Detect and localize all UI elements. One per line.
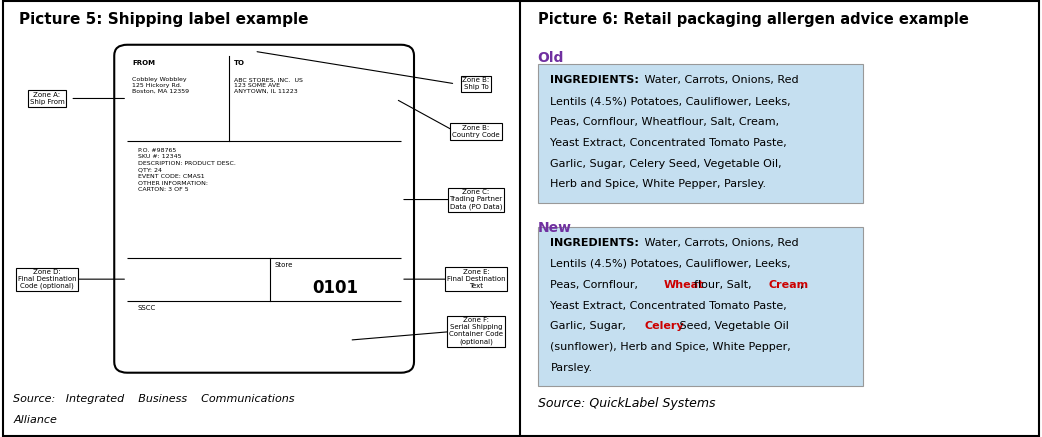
Text: Peas, Cornflour,: Peas, Cornflour, — [550, 280, 642, 290]
Text: Cream: Cream — [769, 280, 809, 290]
Text: TO: TO — [233, 60, 245, 66]
Text: Garlic, Sugar,: Garlic, Sugar, — [550, 322, 629, 331]
Text: ,: , — [799, 280, 802, 290]
Text: Water, Carrots, Onions, Red: Water, Carrots, Onions, Red — [641, 238, 798, 248]
Text: Zone E:
Final Destination
Text: Zone E: Final Destination Text — [447, 269, 505, 289]
Text: SSCC: SSCC — [138, 305, 155, 311]
Text: Lentils (4.5%) Potatoes, Cauliflower, Leeks,: Lentils (4.5%) Potatoes, Cauliflower, Le… — [550, 96, 791, 106]
Text: Store: Store — [275, 262, 293, 268]
Text: Lentils (4.5%) Potatoes, Cauliflower, Leeks,: Lentils (4.5%) Potatoes, Cauliflower, Le… — [550, 259, 791, 269]
FancyBboxPatch shape — [115, 45, 414, 373]
Text: Zone D:
Final Destination
Code (optional): Zone D: Final Destination Code (optional… — [18, 269, 76, 289]
Text: Garlic, Sugar, Celery Seed, Vegetable Oil,: Garlic, Sugar, Celery Seed, Vegetable Oi… — [550, 159, 783, 169]
Text: flour, Salt,: flour, Salt, — [694, 280, 754, 290]
Text: Source: QuickLabel Systems: Source: QuickLabel Systems — [538, 397, 715, 409]
Text: New: New — [538, 221, 572, 235]
Text: Zone F:
Serial Shipping
Container Code
(optional): Zone F: Serial Shipping Container Code (… — [449, 317, 503, 345]
Text: P.O. #98765
SKU #: 12345
DESCRIPTION: PRODUCT DESC.
QTY: 24
EVENT CODE: CMAS1
OT: P.O. #98765 SKU #: 12345 DESCRIPTION: PR… — [138, 148, 235, 192]
Text: FROM: FROM — [132, 60, 155, 66]
Text: INGREDIENTS:: INGREDIENTS: — [550, 75, 640, 85]
FancyBboxPatch shape — [538, 227, 863, 386]
Text: Zone A:
Ship From: Zone A: Ship From — [29, 92, 65, 105]
Text: Yeast Extract, Concentrated Tomato Paste,: Yeast Extract, Concentrated Tomato Paste… — [550, 138, 787, 148]
Text: ABC STORES, INC.  US
123 SOME AVE
ANYTOWN, IL 11223: ABC STORES, INC. US 123 SOME AVE ANYTOWN… — [233, 77, 302, 94]
Text: Yeast Extract, Concentrated Tomato Paste,: Yeast Extract, Concentrated Tomato Paste… — [550, 301, 787, 311]
Text: 0101: 0101 — [313, 279, 358, 297]
Text: Peas, Cornflour, Wheatflour, Salt, Cream,: Peas, Cornflour, Wheatflour, Salt, Cream… — [550, 117, 779, 127]
Text: Herb and Spice, White Pepper, Parsley.: Herb and Spice, White Pepper, Parsley. — [550, 180, 767, 189]
Text: Cobbley Wobbley
125 Hickory Rd.
Boston, MA 12359: Cobbley Wobbley 125 Hickory Rd. Boston, … — [132, 77, 190, 94]
Text: Alliance: Alliance — [14, 415, 57, 425]
Text: Picture 6: Retail packaging allergen advice example: Picture 6: Retail packaging allergen adv… — [538, 12, 968, 27]
FancyBboxPatch shape — [538, 64, 863, 203]
Text: Seed, Vegetable Oil: Seed, Vegetable Oil — [676, 322, 789, 331]
Text: Picture 5: Shipping label example: Picture 5: Shipping label example — [19, 12, 308, 27]
Text: Zone B:
Country Code: Zone B: Country Code — [452, 125, 500, 138]
Text: Parsley.: Parsley. — [550, 363, 593, 373]
Text: Old: Old — [538, 51, 564, 65]
Text: Water, Carrots, Onions, Red: Water, Carrots, Onions, Red — [641, 75, 798, 85]
Text: (sunflower), Herb and Spice, White Pepper,: (sunflower), Herb and Spice, White Peppe… — [550, 342, 791, 352]
Text: Zone C:
Trading Partner
Data (PO Data): Zone C: Trading Partner Data (PO Data) — [449, 189, 502, 210]
Text: Zone B:
Ship To: Zone B: Ship To — [463, 77, 490, 90]
Text: INGREDIENTS:: INGREDIENTS: — [550, 238, 640, 248]
Text: Celery: Celery — [645, 322, 685, 331]
Text: Wheat: Wheat — [664, 280, 703, 290]
Text: Source:   Integrated    Business    Communications: Source: Integrated Business Communicatio… — [14, 395, 295, 404]
